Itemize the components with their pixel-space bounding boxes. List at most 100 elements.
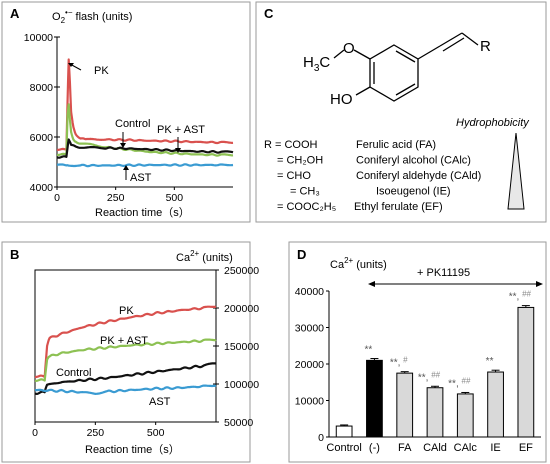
ring-double-bond-2: [395, 50, 416, 63]
x-tick-label: 250: [87, 427, 105, 439]
panel-c: C O H3C HO R Hydrophobicity R = COOH Feru…: [255, 1, 547, 223]
structure-ho: HO: [330, 91, 353, 108]
y-tick-label: 100000: [224, 379, 259, 391]
y-tick-label: 200000: [224, 303, 259, 315]
category-label: CAlc: [454, 442, 478, 454]
panel-b-label-pkast: PK + AST: [100, 335, 148, 347]
panel-b-letter: B: [10, 247, 19, 262]
panel-a-label-pk: PK: [94, 65, 109, 77]
chain-double-2: [442, 37, 465, 52]
substituent-r: = COOC₂H₅: [277, 201, 336, 213]
panel-a-title: O2•− flash (units): [52, 8, 132, 25]
bar: [487, 371, 504, 438]
panel-b-title-rest: (units): [199, 252, 233, 264]
x-tick-label: 500: [166, 192, 184, 204]
bar: [366, 359, 383, 438]
bar: [426, 387, 444, 438]
panel-d-title-sup: 2+: [344, 256, 353, 265]
series-line-control: [56, 138, 234, 159]
ring-double-bond-3: [395, 83, 416, 96]
panel-d-bars: Control (-) ** FA **, # CAld **, ## CAlc **, ## I…: [326, 290, 535, 454]
o-bond: [353, 49, 371, 60]
significance-hash: ##: [522, 290, 531, 299]
chain-bond-r: [461, 32, 479, 46]
series-line-pk-ast: [34, 338, 217, 382]
significance-label: **: [365, 345, 373, 356]
y-tick-label: 150000: [224, 341, 259, 353]
panel-c-frame: [255, 1, 547, 223]
pk11195-arrow-left: [368, 281, 375, 287]
panel-b-title-main: Ca: [176, 252, 191, 264]
panel-a: A O2•− flash (units) 4000 6000 8000 10000 0 2…: [1, 1, 251, 223]
structure-h3c-c: C: [319, 54, 330, 71]
panel-d-title-main: Ca: [330, 259, 345, 271]
category-label: EF: [519, 442, 533, 454]
panel-a-title-sup: •−: [65, 8, 73, 17]
panel-b-label-ast: AST: [149, 396, 171, 408]
panel-a-title-sub: 2: [61, 16, 66, 25]
y-tick-label: 40000: [295, 286, 324, 298]
category-label: CAld: [423, 442, 447, 454]
oh-bond: [355, 86, 371, 96]
bar: [517, 306, 535, 438]
structure-h3c-h: H: [303, 54, 314, 71]
substituent-table: R = COOH Ferulic acid (FA) = CH₂OH Conifery…: [264, 139, 481, 213]
panel-d: D Ca2+ (units) + PK11195 0 10000 20000 3000…: [288, 241, 547, 463]
category-label: FA: [398, 442, 412, 454]
x-tick-label: 500: [147, 427, 165, 439]
y-tick-label: 50000: [224, 417, 253, 429]
significance-hash: ##: [462, 376, 471, 385]
pk11195-arrow-right: [536, 281, 543, 287]
significance-stars: **,: [448, 378, 461, 389]
substituent-r: R = COOH: [264, 139, 318, 151]
panel-a-letter: A: [10, 6, 20, 21]
panel-a-label-control: Control: [115, 118, 150, 130]
panel-d-letter: D: [297, 247, 306, 262]
panel-b-label-pk: PK: [119, 305, 134, 317]
structure-h3c: H3C: [303, 54, 330, 74]
chain-double-1: [439, 32, 463, 47]
panel-b-frame: [1, 241, 251, 463]
significance-label: **, ##: [509, 290, 532, 303]
ferulate-structure: [333, 32, 479, 102]
structure-o: O: [343, 40, 355, 57]
substituent-name: Coniferyl aldehyde (CAld): [356, 170, 481, 182]
chain-bond-1: [417, 45, 441, 60]
significance-hash: #: [403, 356, 408, 365]
panel-a-lines: [56, 58, 234, 168]
panel-a-label-pkast: PK + AST: [157, 124, 205, 136]
panel-d-axes: 0 10000 20000 30000 40000: [295, 286, 541, 444]
hydrophobicity-label: Hydrophobicity: [456, 117, 530, 129]
panel-b-lines: [34, 305, 217, 395]
ch3-bond: [333, 49, 345, 59]
significance-stars: **: [365, 345, 373, 356]
significance-label: **, ##: [448, 376, 471, 389]
significance-stars: **: [486, 356, 494, 367]
y-tick-label: 20000: [295, 359, 324, 371]
series-line-ast: [56, 163, 234, 168]
bar: [335, 425, 353, 438]
panel-b-label-control: Control: [56, 367, 91, 379]
hydrophobicity-wedge: [507, 132, 525, 210]
series-line-pk: [34, 305, 217, 379]
y-tick-label: 6000: [30, 132, 54, 144]
significance-label: **, ##: [418, 370, 441, 383]
y-tick-label: 4000: [30, 182, 54, 194]
pkast-arrowhead: [175, 148, 181, 153]
structure-r: R: [480, 38, 491, 55]
bar: [456, 393, 474, 438]
category-label: (-): [369, 442, 380, 454]
series-line-ast: [34, 384, 217, 395]
significance-label: **, #: [390, 356, 408, 369]
substituent-r: = CH₃: [290, 186, 320, 198]
x-tick-label: 250: [107, 192, 125, 204]
panel-b-xlabel: Reaction time（s）: [85, 443, 180, 456]
y-tick-label: 8000: [30, 82, 54, 94]
substituent-name: Isoeugenol (IE): [376, 186, 451, 198]
x-tick-label: 0: [32, 427, 38, 439]
panel-c-letter: C: [264, 6, 274, 21]
series-line-control: [34, 362, 217, 395]
series-line-pk-ast: [56, 103, 234, 157]
series-line-pk: [56, 58, 234, 151]
